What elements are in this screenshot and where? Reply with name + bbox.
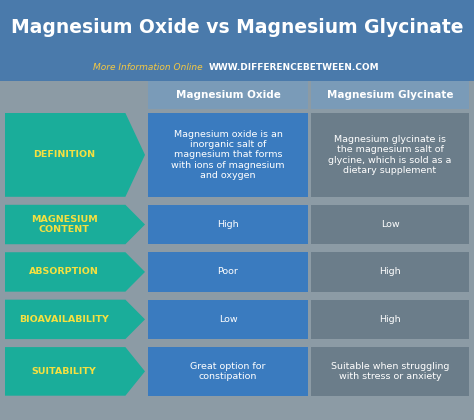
FancyBboxPatch shape xyxy=(311,81,469,109)
Text: More Information Online: More Information Online xyxy=(93,63,209,73)
FancyBboxPatch shape xyxy=(148,347,308,396)
FancyBboxPatch shape xyxy=(311,299,469,339)
Text: SUITABILITY: SUITABILITY xyxy=(32,367,97,376)
FancyBboxPatch shape xyxy=(148,113,308,197)
FancyBboxPatch shape xyxy=(148,205,308,244)
FancyBboxPatch shape xyxy=(311,205,469,244)
Text: ABSORPTION: ABSORPTION xyxy=(29,268,99,276)
Text: Magnesium oxide is an
inorganic salt of
magnesium that forms
with ions of magnes: Magnesium oxide is an inorganic salt of … xyxy=(171,130,285,180)
Text: High: High xyxy=(217,220,239,229)
Polygon shape xyxy=(5,252,145,291)
Polygon shape xyxy=(5,347,145,396)
Text: Magnesium glycinate is
the magnesium salt of
glycine, which is sold as a
dietary: Magnesium glycinate is the magnesium sal… xyxy=(328,135,452,175)
Text: MAGNESIUM
CONTENT: MAGNESIUM CONTENT xyxy=(31,215,98,234)
FancyBboxPatch shape xyxy=(311,113,469,197)
Text: Magnesium Glycinate: Magnesium Glycinate xyxy=(327,90,453,100)
Text: Low: Low xyxy=(381,220,399,229)
Text: Magnesium Oxide: Magnesium Oxide xyxy=(175,90,281,100)
Text: BIOAVAILABILITY: BIOAVAILABILITY xyxy=(19,315,109,324)
Text: Poor: Poor xyxy=(218,268,238,276)
FancyBboxPatch shape xyxy=(148,252,308,291)
FancyBboxPatch shape xyxy=(0,0,474,81)
Text: Suitable when struggling
with stress or anxiety: Suitable when struggling with stress or … xyxy=(331,362,449,381)
Text: WWW.DIFFERENCEBETWEEN.COM: WWW.DIFFERENCEBETWEEN.COM xyxy=(209,63,379,73)
FancyBboxPatch shape xyxy=(311,347,469,396)
FancyBboxPatch shape xyxy=(148,299,308,339)
Text: Magnesium Oxide vs Magnesium Glycinate: Magnesium Oxide vs Magnesium Glycinate xyxy=(11,18,463,37)
FancyBboxPatch shape xyxy=(148,81,308,109)
Polygon shape xyxy=(5,205,145,244)
Text: High: High xyxy=(379,268,401,276)
FancyBboxPatch shape xyxy=(311,252,469,291)
Text: Great option for
constipation: Great option for constipation xyxy=(190,362,266,381)
Text: DEFINITION: DEFINITION xyxy=(33,150,95,160)
Polygon shape xyxy=(5,113,145,197)
Text: High: High xyxy=(379,315,401,324)
Polygon shape xyxy=(5,299,145,339)
Text: Low: Low xyxy=(219,315,237,324)
